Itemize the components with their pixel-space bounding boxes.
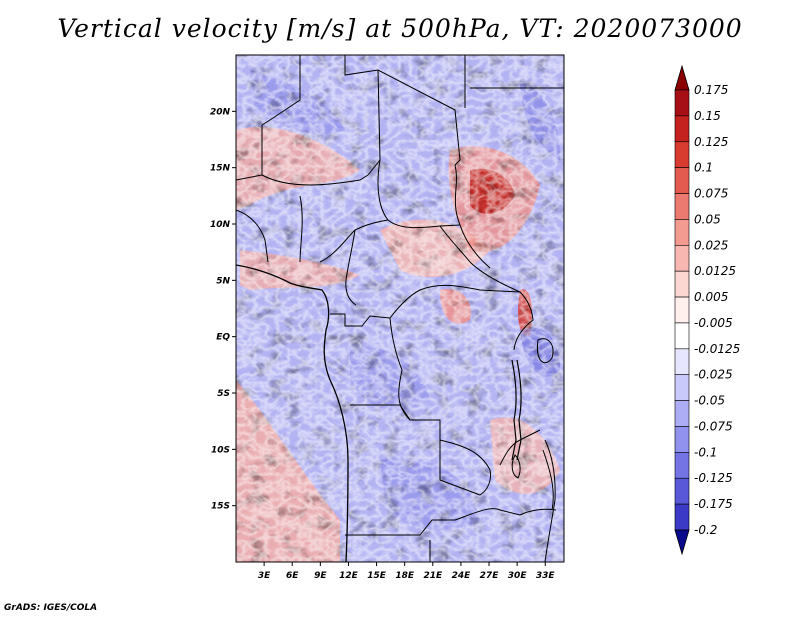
colorbar-segment (674, 400, 690, 427)
colorbar-segment (674, 374, 690, 401)
lon-tick-label: 27E (480, 571, 500, 581)
colorbar-label: 0.005 (694, 290, 728, 304)
lat-tick-label: EQ (216, 333, 230, 343)
colorbar-segment (674, 477, 690, 505)
colorbar-label: 0.175 (694, 83, 728, 97)
colorbar-label: -0.125 (694, 471, 733, 485)
map-frame (235, 54, 565, 563)
colorbar-segment (674, 115, 690, 143)
vertical-velocity-field (236, 55, 564, 562)
lon-tick-label: 15E (367, 571, 387, 581)
lat-tick-label: 20N (210, 107, 231, 117)
colorbar-segment (674, 193, 690, 220)
colorbar-label: 0.0125 (694, 264, 736, 278)
colorbar-segment (674, 296, 690, 324)
colorbar-label: -0.075 (694, 419, 733, 433)
lat-tick-label: 10N (210, 220, 231, 230)
colorbar-label: 0.025 (694, 238, 728, 252)
lon-tick-label: 3E (258, 571, 271, 581)
lon-tick-label: 18E (395, 571, 415, 581)
colorbar-label: 0.05 (694, 212, 721, 226)
colorbar-segment (674, 167, 690, 194)
colorbar-segment (674, 270, 690, 298)
grads-credit: GrADS: IGES/COLA (4, 603, 98, 613)
colorbar-label: -0.025 (694, 368, 733, 382)
colorbar-segment (674, 426, 690, 453)
lat-tick-label: 5N (216, 276, 230, 286)
colorbar-segment (674, 322, 690, 350)
colorbar-segment (674, 503, 690, 531)
colorbar-bottom-arrow (674, 529, 690, 556)
lat-tick-label: 15N (210, 164, 231, 174)
lon-tick-label: 33E (536, 571, 556, 581)
colorbar-label: 0.1 (694, 161, 713, 175)
colorbar-label: -0.05 (694, 394, 725, 408)
colorbar-segment (674, 452, 690, 479)
lon-tick-label: 24E (452, 571, 472, 581)
colorbar-label: -0.005 (694, 316, 733, 330)
colorbar-segment (674, 348, 690, 376)
lon-tick-label: 12E (339, 571, 359, 581)
lat-tick-label: 15S (211, 502, 230, 512)
lat-tick-label: 10S (211, 445, 230, 455)
lat-tick-label: 5S (217, 389, 230, 399)
longitude-axis: 3E 6E 9E 12E 15E 18E 21E 24E 27E 30E 33E (258, 562, 556, 581)
lon-tick-label: 21E (423, 571, 443, 581)
lon-tick-label: 6E (286, 571, 299, 581)
country-boundaries (236, 55, 564, 562)
colorbar-label: -0.2 (694, 523, 717, 537)
colorbar-label: 0.075 (694, 187, 728, 201)
lon-tick-label: 9E (314, 571, 327, 581)
colorbar-top-arrow (674, 64, 690, 91)
colorbar-label: -0.0125 (694, 342, 740, 356)
latitude-axis: 20N 15N 10N 5N EQ 5S 10S 15S (210, 107, 236, 512)
lon-tick-label: 30E (508, 571, 528, 581)
map-title: Vertical velocity [m/s] at 500hPa, VT: 2… (57, 14, 743, 43)
colorbar-label: 0.125 (694, 135, 728, 149)
colorbar: 0.175 0.15 0.125 0.1 0.075 0.05 0.025 0.0125 0.0… (674, 64, 740, 556)
colorbar-segment (674, 141, 690, 168)
colorbar-segment (674, 89, 690, 117)
colorbar-label: -0.1 (694, 445, 717, 459)
colorbar-segment (674, 244, 690, 272)
colorbar-label: 0.15 (694, 109, 721, 123)
colorbar-label: -0.175 (694, 497, 733, 511)
colorbar-segment (674, 219, 690, 246)
